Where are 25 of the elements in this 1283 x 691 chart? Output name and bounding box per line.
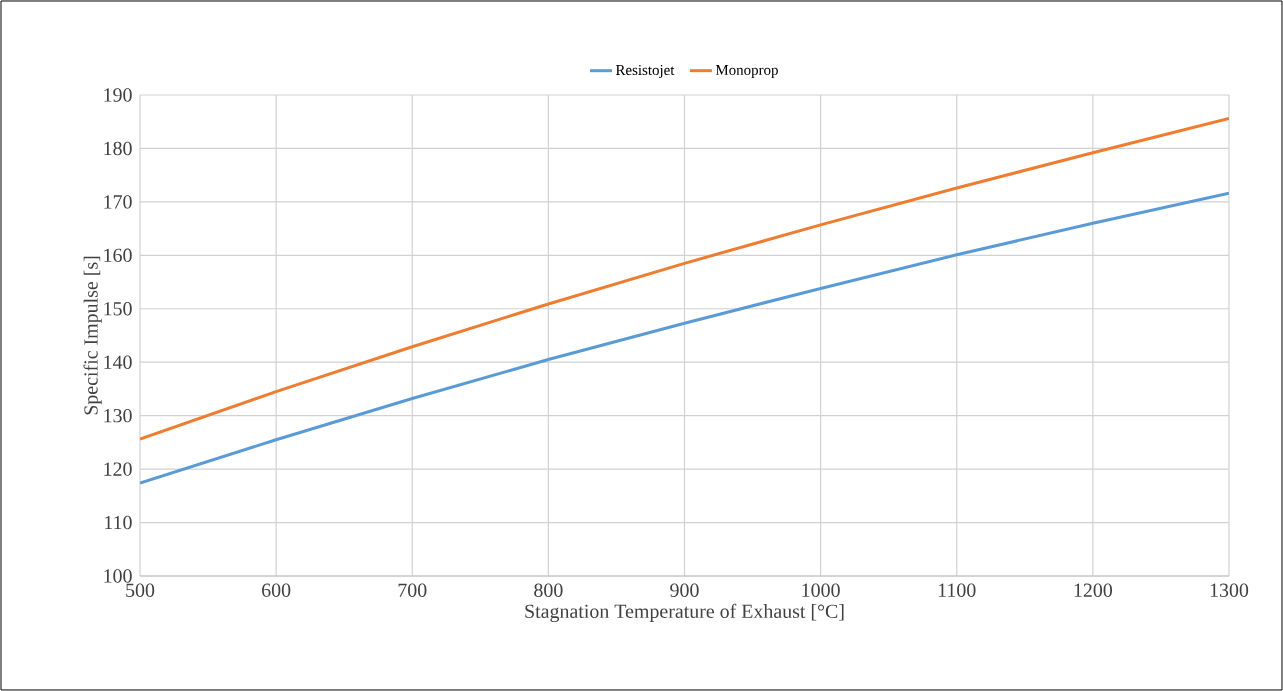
y-tick-label: 130 xyxy=(104,408,132,423)
x-tick-label: 500 xyxy=(126,583,155,597)
x-tick-label: 1200 xyxy=(1074,583,1113,597)
x-tick-label: 1100 xyxy=(938,583,976,597)
y-tick-label: 190 xyxy=(104,88,132,102)
y-tick-label: 100 xyxy=(104,569,132,583)
legend-label: Resistojet xyxy=(615,64,675,79)
line-series xyxy=(140,191,1229,485)
legend-label: Monoprop xyxy=(715,65,778,79)
y-tick-label: 170 xyxy=(104,195,132,209)
x-tick-label: 800 xyxy=(534,583,563,597)
x-axis-title: Stagnation Temperature of Exhaust [°C] xyxy=(525,603,844,623)
y-tick-label: 150 xyxy=(104,302,132,316)
x-tick-label: 900 xyxy=(670,583,699,597)
x-tick-label: 600 xyxy=(262,583,291,597)
y-tick-label: 180 xyxy=(104,141,132,156)
y-tick-label: 110 xyxy=(105,515,132,530)
x-tick-label: 700 xyxy=(398,583,427,597)
x-tick-label: 1000 xyxy=(802,583,840,597)
y-tick-label: 160 xyxy=(104,248,132,263)
y-tick-label: 140 xyxy=(104,355,132,369)
x-tick-label: 1300 xyxy=(1210,583,1249,597)
line-series xyxy=(140,117,1229,441)
y-axis-title: Specific Impulse [s] xyxy=(83,256,102,415)
y-tick-label: 120 xyxy=(104,462,132,476)
